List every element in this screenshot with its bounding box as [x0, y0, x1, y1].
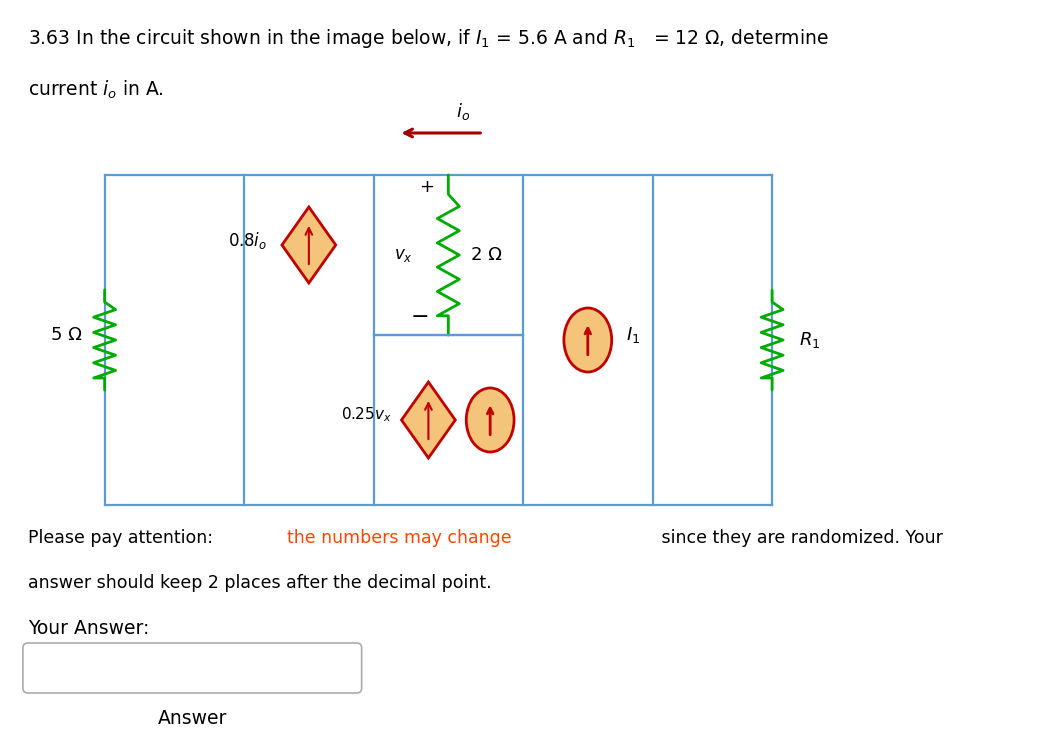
Text: the numbers may change: the numbers may change: [287, 529, 511, 547]
Text: $0.25v_x$: $0.25v_x$: [341, 406, 392, 424]
Polygon shape: [282, 207, 336, 283]
Polygon shape: [401, 382, 455, 458]
Text: Answer: Answer: [157, 708, 227, 727]
Text: 2 Ω: 2 Ω: [471, 246, 502, 264]
FancyBboxPatch shape: [23, 643, 361, 693]
Text: current $i_o$ in A.: current $i_o$ in A.: [27, 79, 164, 101]
Text: 3.63 In the circuit shown in the image below, if $I_1$ = 5.6 A and $R_1$   = 12 : 3.63 In the circuit shown in the image b…: [27, 27, 829, 50]
Text: 3 A: 3 A: [425, 406, 452, 424]
Ellipse shape: [564, 308, 611, 372]
Text: $R_1$: $R_1$: [799, 330, 821, 350]
Text: $I_1$: $I_1$: [625, 325, 640, 345]
Text: −: −: [411, 307, 430, 327]
Text: $v_x$: $v_x$: [394, 246, 413, 264]
Text: Please pay attention:: Please pay attention:: [27, 529, 219, 547]
Text: Your Answer:: Your Answer:: [27, 619, 149, 637]
Text: since they are randomized. Your: since they are randomized. Your: [656, 529, 942, 547]
Text: $i_o$: $i_o$: [456, 101, 470, 121]
Text: $0.8i_o$: $0.8i_o$: [227, 229, 267, 251]
Ellipse shape: [467, 388, 514, 452]
Text: +: +: [419, 178, 434, 196]
Text: 5 Ω: 5 Ω: [52, 326, 82, 344]
Text: answer should keep 2 places after the decimal point.: answer should keep 2 places after the de…: [27, 574, 491, 592]
